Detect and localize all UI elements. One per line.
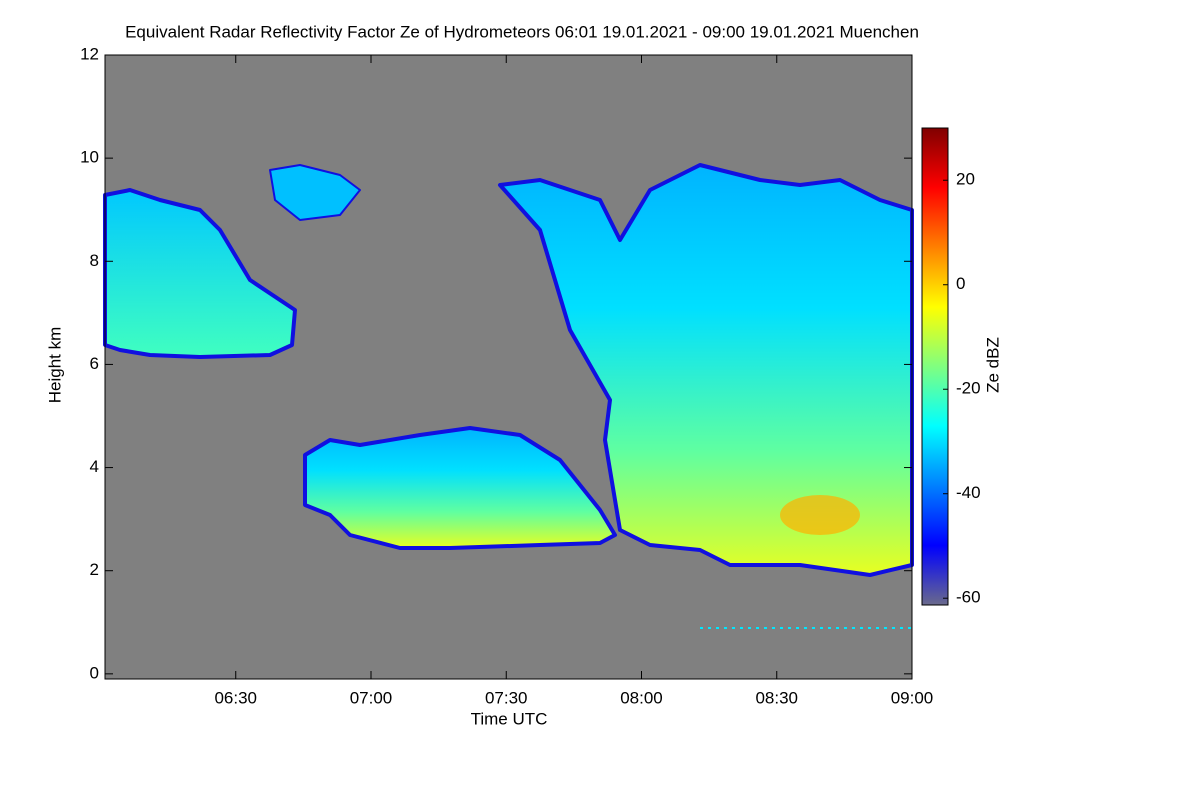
colorbar-tick-label: -20 (956, 379, 981, 398)
plot-frame (104, 54, 913, 680)
echo-regions (103, 163, 914, 577)
x-tick-label: 09:00 (891, 688, 934, 707)
echo-upper-left (103, 188, 297, 359)
colorbar-label: Ze dBZ (983, 337, 1002, 393)
y-tick-label: 8 (90, 251, 99, 270)
colorbar-tick-label: 20 (956, 170, 975, 189)
axes: 0 2 4 6 8 10 12 06:30 07:00 07:30 08:00 08:30 09:00 -… (80, 44, 981, 707)
x-tick-label: 08:30 (755, 688, 798, 707)
y-tick-label: 4 (90, 457, 99, 476)
x-tick-label: 07:30 (485, 688, 528, 707)
x-axis-label: Time UTC (471, 709, 548, 728)
colorbar (921, 127, 949, 606)
y-tick-label: 6 (90, 354, 99, 373)
x-tick-label: 06:30 (214, 688, 257, 707)
chart-title: Equivalent Radar Reflectivity Factor Ze … (125, 22, 919, 41)
colorbar-tick-label: 0 (956, 274, 965, 293)
y-tick-label: 12 (80, 44, 99, 63)
y-tick-label: 10 (80, 148, 99, 167)
y-tick-label: 0 (90, 663, 99, 682)
y-axis-label: Height km (45, 327, 64, 404)
colorbar-tick-label: -60 (956, 588, 981, 607)
x-tick-label: 08:00 (620, 688, 663, 707)
echo-cirrus (269, 164, 361, 221)
echo-core (780, 495, 860, 535)
colorbar-tick-label: -40 (956, 483, 981, 502)
y-tick-label: 2 (90, 560, 99, 579)
echo-lower (303, 426, 617, 550)
x-tick-label: 07:00 (350, 688, 393, 707)
